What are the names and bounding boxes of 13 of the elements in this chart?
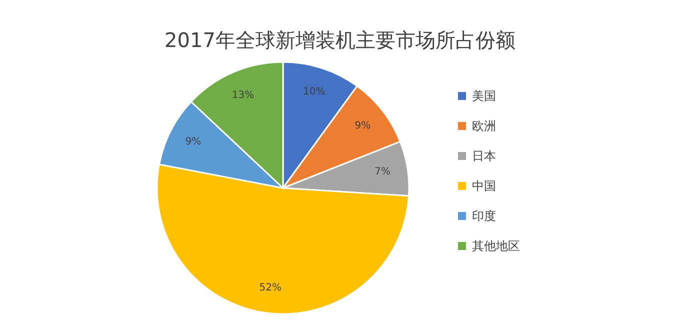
- legend-label: 日本: [472, 149, 496, 163]
- data-label: 7%: [374, 166, 390, 178]
- data-label: 10%: [303, 86, 326, 98]
- legend-label: 其他地区: [472, 239, 520, 253]
- legend-label: 美国: [472, 89, 496, 103]
- data-label: 9%: [354, 120, 371, 132]
- chart-title: 2017年全球新增装机主要市场所占份额: [164, 28, 516, 52]
- data-label: 13%: [232, 90, 254, 101]
- data-label: 52%: [259, 282, 282, 294]
- legend-label: 印度: [472, 209, 496, 223]
- legend-label: 欧洲: [472, 119, 496, 133]
- data-label: 9%: [185, 136, 202, 148]
- legend-label: 中国: [472, 179, 496, 193]
